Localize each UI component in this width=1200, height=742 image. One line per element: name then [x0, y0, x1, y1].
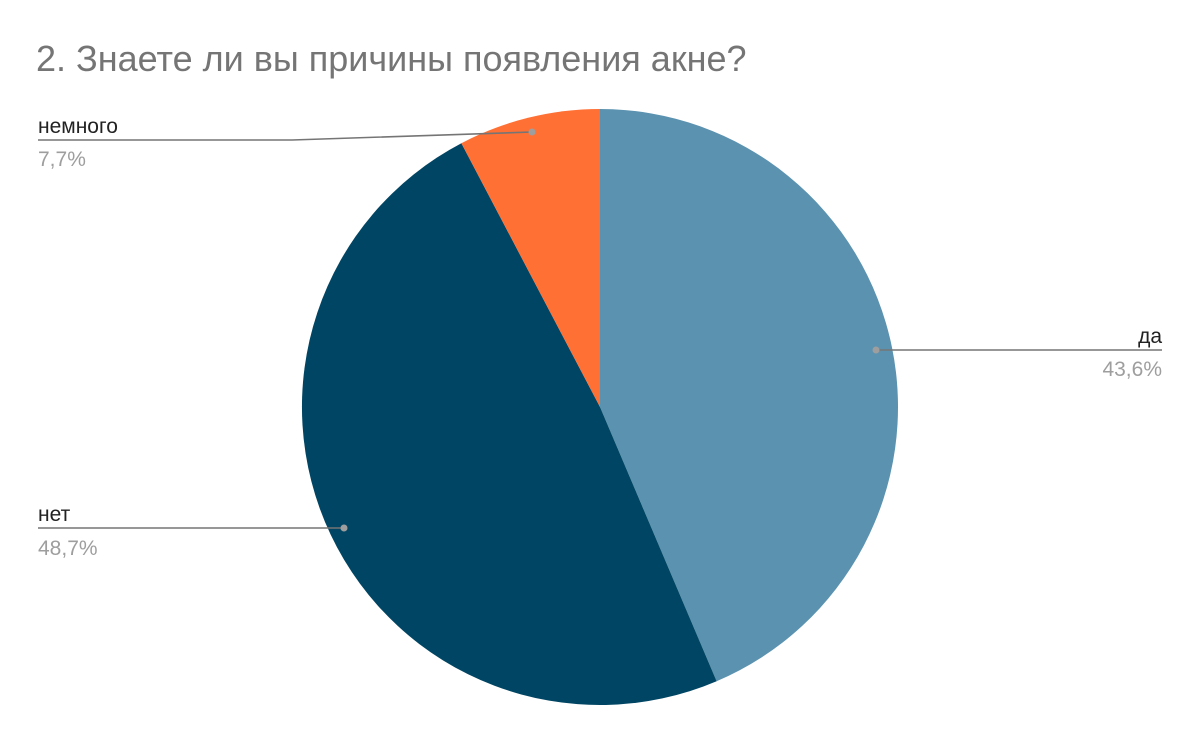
pie-slice-1 [600, 109, 899, 682]
slice-label-3: немного [38, 115, 118, 138]
slice-value-label-3: 7,7% [38, 148, 86, 171]
pie-slices [301, 109, 899, 706]
pie-callouts: да 43,6% нет 48,7% немного 7,7% [38, 115, 1162, 560]
callout-dot-3 [528, 128, 536, 136]
pie-slice-2 [301, 143, 717, 706]
pie-slice-3 [461, 109, 600, 407]
slice-label-2: нет [38, 503, 71, 526]
callout-dot-2 [340, 524, 348, 532]
chart-title: 2. Знаете ли вы причины появления акне? [36, 38, 747, 79]
callout-dot-1 [872, 346, 880, 354]
slice-label-1: да [1138, 325, 1162, 348]
callout-line-3 [38, 131, 533, 141]
slice-value-label-1: 43,6% [1102, 358, 1162, 381]
slice-value-label-2: 48,7% [38, 537, 98, 560]
